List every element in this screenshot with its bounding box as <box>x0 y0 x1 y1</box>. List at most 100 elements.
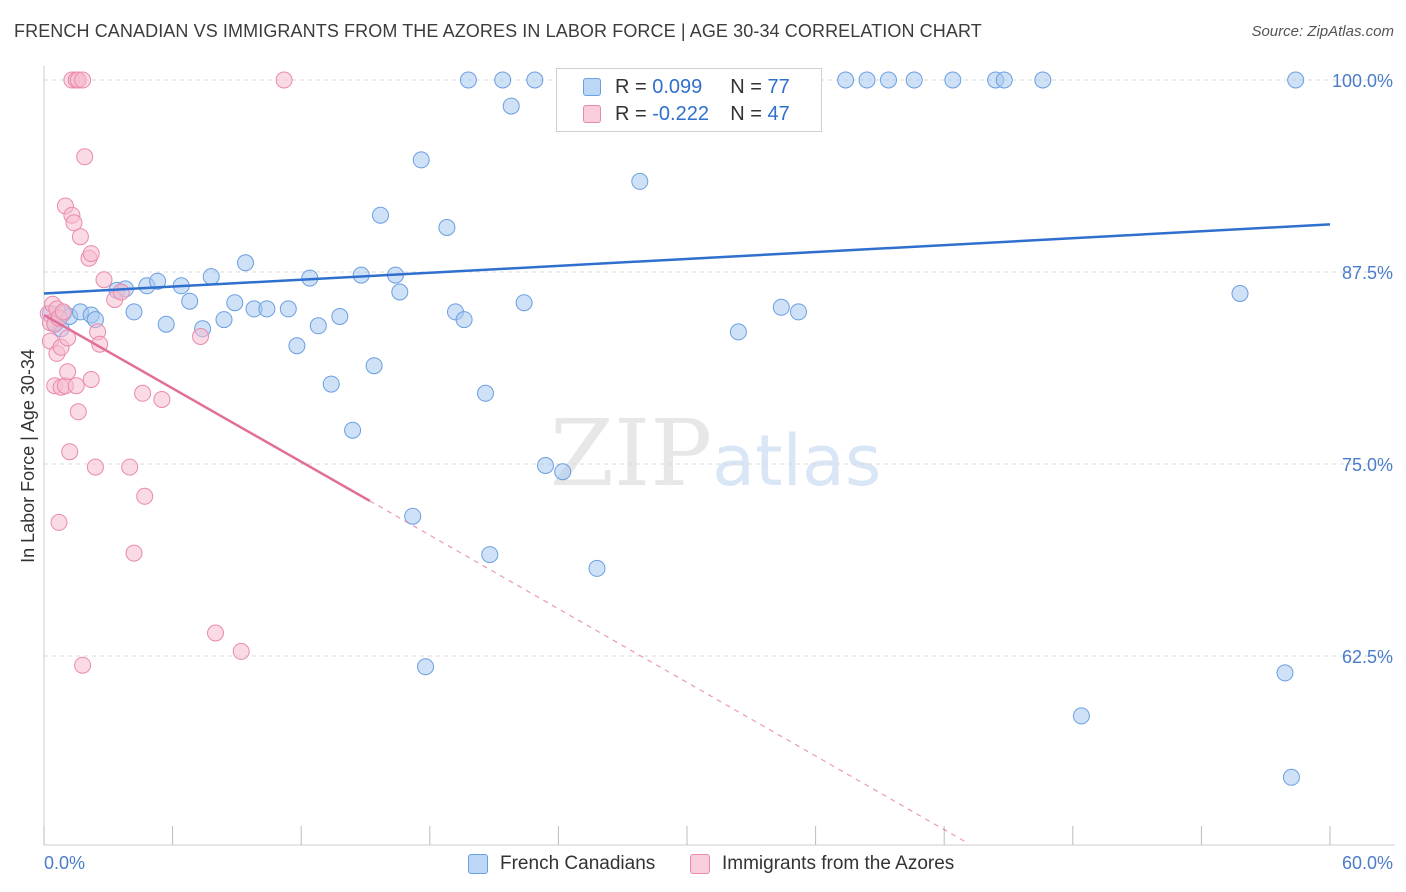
legend-r-value: 0.099 <box>652 75 703 98</box>
azores-point <box>82 371 100 388</box>
azores-point <box>50 513 68 531</box>
azores-point <box>125 544 143 562</box>
french-canadian-point <box>729 323 747 341</box>
bottom-legend-swatch-blue <box>468 854 488 874</box>
french-canadian-point <box>365 357 383 375</box>
french-canadian-point <box>502 97 520 115</box>
french-canadian-point <box>631 172 649 190</box>
azores-point <box>74 71 92 89</box>
french-canadian-point <box>125 303 143 321</box>
legend-n-label: N = <box>730 75 762 98</box>
bottom-legend-azores: Immigrants from the Azores <box>690 851 954 877</box>
y-tick-label: 75.0% <box>1342 455 1393 475</box>
french-canadian-point <box>279 300 297 318</box>
azores-trendline-extension <box>369 500 966 843</box>
azores-point <box>69 403 87 421</box>
legend-n-label: N = <box>730 102 762 125</box>
y-axis-label: In Labor Force | Age 30-34 <box>18 349 38 563</box>
x-tick-label-min: 0.0% <box>44 853 85 873</box>
french-canadian-point <box>905 71 923 89</box>
legend-swatch-pink <box>583 105 601 123</box>
french-canadian-point <box>1231 285 1249 302</box>
french-canadian-point <box>391 283 409 301</box>
azores-point <box>54 303 72 321</box>
french-canadian-point <box>309 317 327 335</box>
french-canadian-point <box>417 658 434 676</box>
french-canadian-point <box>438 219 456 236</box>
azores-point <box>112 283 130 301</box>
azores-point <box>59 329 77 347</box>
azores-point <box>232 642 250 660</box>
french-canadian-point <box>459 71 477 89</box>
azores-trendline <box>43 313 371 502</box>
french-canadian-point <box>412 151 430 169</box>
french-canadian-point <box>944 71 962 89</box>
azores-point <box>65 214 83 232</box>
french-canadian-point <box>481 546 499 564</box>
french-canadian-point <box>344 421 362 439</box>
french-canadian-point <box>258 300 276 318</box>
legend-row-french-canadians: R = 0.099 N = 77 <box>583 74 790 100</box>
azores-point <box>61 443 79 461</box>
french-canadian-point <box>1287 71 1305 89</box>
french-canadian-point <box>1072 707 1090 725</box>
legend-n-value: 77 <box>767 75 790 98</box>
french-canadian-point <box>588 559 606 577</box>
french-canadian-point <box>858 71 876 89</box>
azores-point <box>76 148 94 166</box>
french-canadian-trendline <box>43 223 1331 295</box>
french-canadian-point <box>837 71 855 89</box>
y-tick-label: 100.0% <box>1332 71 1393 91</box>
french-canadian-point <box>772 298 790 316</box>
azores-point <box>207 624 224 642</box>
french-canadian-point <box>995 71 1013 89</box>
french-canadian-point <box>202 268 220 286</box>
french-canadian-point <box>455 311 473 329</box>
azores-point <box>192 328 209 345</box>
french-canadian-point <box>1034 71 1052 89</box>
french-canadian-point <box>477 384 494 402</box>
french-canadian-point <box>880 71 897 89</box>
legend-n-value: 47 <box>767 102 790 125</box>
french-canadian-point <box>226 294 244 312</box>
legend-r-label: R = <box>615 75 647 98</box>
bottom-legend-french-canadians: French Canadians <box>468 851 655 877</box>
french-canadian-point <box>149 272 167 290</box>
french-canadian-point <box>537 457 554 474</box>
french-canadian-point <box>331 308 349 325</box>
bottom-legend-label-blue: French Canadians <box>500 853 656 874</box>
french-canadian-point <box>322 375 340 393</box>
french-canadian-point <box>157 315 175 333</box>
french-canadian-point <box>181 292 199 310</box>
watermark: ZIPatlas <box>550 400 881 507</box>
french-canadian-point <box>215 311 233 329</box>
azores-point <box>74 656 92 674</box>
azores-point <box>82 245 100 263</box>
french-canadian-point <box>1276 664 1294 682</box>
french-canadian-point <box>237 254 254 272</box>
french-canadian-point <box>526 71 544 89</box>
points-layer <box>39 71 1305 786</box>
azores-point <box>59 363 77 381</box>
axis-layer <box>43 66 1395 846</box>
grid-layer <box>44 79 1395 657</box>
y-tick-label: 87.5% <box>1342 263 1393 283</box>
french-canadian-point <box>790 303 807 321</box>
french-canadian-point <box>515 294 533 312</box>
french-canadian-point <box>404 507 422 525</box>
azores-point <box>95 271 113 289</box>
azores-point <box>134 384 152 402</box>
trend-layer <box>43 223 1331 843</box>
french-canadian-point <box>372 206 389 224</box>
watermark-atlas: atlas <box>712 420 882 502</box>
azores-point <box>86 458 104 476</box>
french-canadian-point <box>554 463 572 481</box>
legend-row-azores: R = -0.222 N = 47 <box>583 101 790 127</box>
bottom-legend-swatch-pink <box>690 854 710 874</box>
legend-swatch-blue <box>583 78 601 96</box>
chart-title: FRENCH CANADIAN VS IMMIGRANTS FROM THE A… <box>14 21 982 41</box>
source-label: Source: ZipAtlas.com <box>1251 23 1394 40</box>
azores-point <box>67 377 85 395</box>
label-layer: 62.5% 75.0% 87.5% 100.0% 0.0% 60.0% In Labor F… <box>18 71 1393 873</box>
